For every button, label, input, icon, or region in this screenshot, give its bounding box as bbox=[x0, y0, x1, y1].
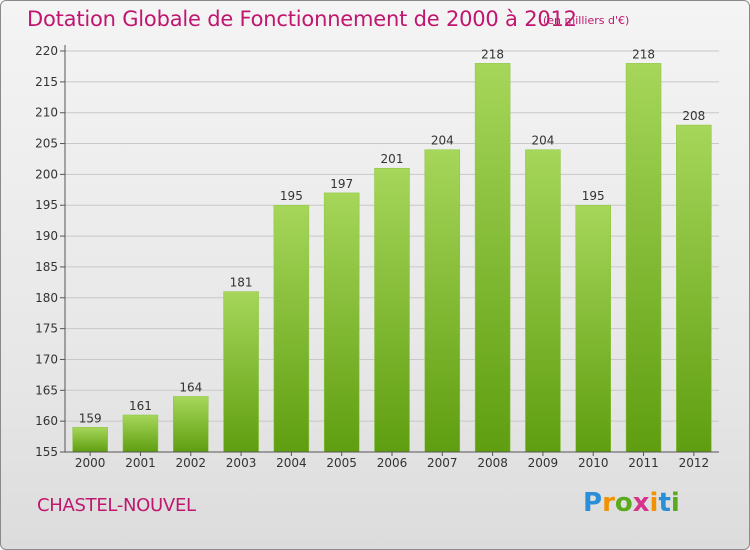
y-tick-label: 220 bbox=[35, 44, 58, 58]
logo-letter: i bbox=[670, 488, 680, 518]
bar bbox=[122, 414, 159, 453]
bar bbox=[474, 63, 511, 453]
x-tick-label: 2008 bbox=[477, 456, 508, 470]
bar bbox=[424, 149, 461, 453]
y-tick-label: 195 bbox=[35, 198, 58, 212]
bar-value-label: 204 bbox=[531, 134, 554, 148]
logo-letter: i bbox=[649, 488, 659, 518]
y-tick-label: 170 bbox=[35, 352, 58, 366]
chart-unit: (en milliers d'€) bbox=[543, 14, 630, 27]
x-tick-label: 2005 bbox=[326, 456, 357, 470]
y-tick-label: 200 bbox=[35, 167, 58, 181]
proxiti-logo[interactable]: Proxiti bbox=[583, 488, 680, 518]
x-tick-label: 2006 bbox=[377, 456, 408, 470]
bar bbox=[323, 192, 360, 453]
y-tick-label: 185 bbox=[35, 260, 58, 274]
chart-title: Dotation Globale de Fonctionnement de 20… bbox=[27, 7, 577, 31]
bars: 159 161 164 181 195 197 201 204 218 204 195 218 208 bbox=[72, 47, 712, 453]
x-tick-label: 2012 bbox=[679, 456, 710, 470]
y-tick-label: 205 bbox=[35, 137, 58, 151]
x-tick-label: 2010 bbox=[578, 456, 609, 470]
y-tick-label: 165 bbox=[35, 383, 58, 397]
y-tick-label: 210 bbox=[35, 106, 58, 120]
bar-value-label: 181 bbox=[230, 276, 253, 290]
bar-value-label: 197 bbox=[330, 177, 353, 191]
bar bbox=[72, 427, 108, 453]
x-tick-label: 2003 bbox=[226, 456, 257, 470]
x-tick-label: 2007 bbox=[427, 456, 458, 470]
x-tick-label: 2001 bbox=[125, 456, 156, 470]
bar-value-label: 204 bbox=[431, 134, 454, 148]
x-tick-label: 2004 bbox=[276, 456, 307, 470]
x-tick-label: 2011 bbox=[628, 456, 659, 470]
bar-value-label: 159 bbox=[79, 411, 102, 425]
x-tick-label: 2002 bbox=[175, 456, 206, 470]
logo-letter: o bbox=[614, 488, 633, 518]
y-tick-label: 155 bbox=[35, 445, 58, 459]
bar-value-label: 161 bbox=[129, 399, 152, 413]
bar-value-label: 164 bbox=[179, 380, 202, 394]
bar-value-label: 201 bbox=[381, 152, 404, 166]
bar bbox=[273, 204, 310, 453]
y-tick-label: 160 bbox=[35, 414, 58, 428]
bar bbox=[525, 149, 561, 453]
y-tick-label: 190 bbox=[35, 229, 58, 243]
x-tick-label: 2009 bbox=[528, 456, 559, 470]
axes: 155 160 165 170 175 180 185 190 195 200 205 210 215 2… bbox=[35, 44, 719, 470]
bar-value-label: 195 bbox=[280, 189, 303, 203]
y-tick-label: 175 bbox=[35, 322, 58, 336]
bar bbox=[374, 167, 410, 453]
bar bbox=[223, 291, 259, 453]
y-tick-label: 180 bbox=[35, 291, 58, 305]
town-name: CHASTEL-NOUVEL bbox=[37, 495, 196, 516]
bar bbox=[676, 124, 712, 453]
logo-letter: x bbox=[632, 488, 650, 518]
bar bbox=[173, 396, 209, 453]
bar bbox=[575, 204, 611, 453]
bar-value-label: 218 bbox=[632, 47, 655, 61]
bar bbox=[625, 63, 662, 453]
logo-letter: P bbox=[583, 488, 603, 518]
logo-letter: r bbox=[602, 488, 615, 518]
x-tick-label: 2000 bbox=[75, 456, 106, 470]
bar-value-label: 218 bbox=[481, 47, 504, 61]
y-tick-label: 215 bbox=[35, 75, 58, 89]
bar-value-label: 208 bbox=[682, 109, 705, 123]
bar-value-label: 195 bbox=[582, 189, 605, 203]
logo-letter: t bbox=[658, 488, 671, 518]
